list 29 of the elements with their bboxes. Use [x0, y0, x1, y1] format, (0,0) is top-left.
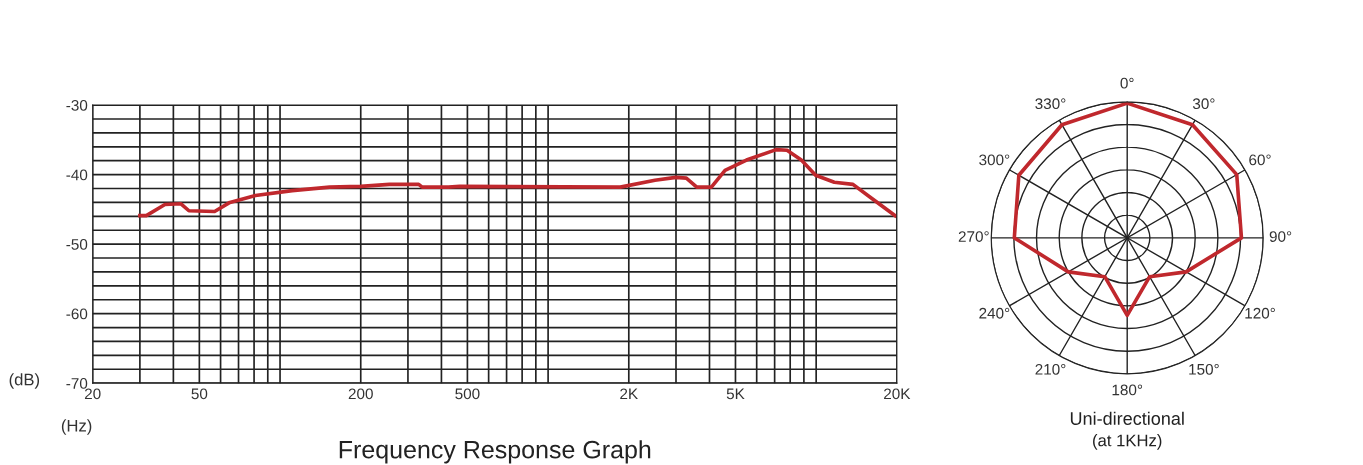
y-axis-title: (dB)	[9, 373, 40, 389]
text: Uni-directional	[1070, 411, 1184, 425]
y-tick-label: -30	[66, 99, 88, 111]
x-tick-label: 50	[191, 388, 208, 400]
spoke-label: 270°	[958, 231, 989, 242]
x-tick-label: 20	[84, 388, 101, 400]
x-tick-label: 2K	[620, 388, 638, 400]
spoke-label: 210°	[1035, 363, 1066, 375]
x-tick-label: 500	[455, 388, 480, 400]
spoke-label: 150°	[1189, 363, 1219, 375]
y-tick-label: -50	[66, 238, 88, 250]
x-tick-label: 20K	[884, 388, 911, 400]
spoke-label: 330°	[1035, 98, 1066, 110]
y-tick-label: -60	[66, 308, 88, 320]
x-axis-title: (Hz)	[61, 419, 92, 435]
x-tick-label: 5K	[726, 388, 745, 400]
text: (at 1KHz)	[1093, 434, 1162, 450]
spoke-label: 30°	[1192, 98, 1215, 110]
spoke-label: 240°	[979, 307, 1010, 319]
spoke-label: 300°	[979, 154, 1010, 166]
text: Frequency Response Graph	[339, 440, 651, 464]
spoke-label: 120°	[1245, 307, 1275, 319]
spoke-label: 180°	[1112, 384, 1143, 396]
spoke-label: 60°	[1249, 154, 1271, 166]
spoke-label: 0°	[1120, 77, 1134, 89]
spoke-label: 90°	[1269, 231, 1292, 242]
y-tick-label: -40	[66, 169, 88, 181]
x-tick-label: 200	[348, 388, 373, 400]
y-tick-label: -70	[66, 378, 88, 389]
